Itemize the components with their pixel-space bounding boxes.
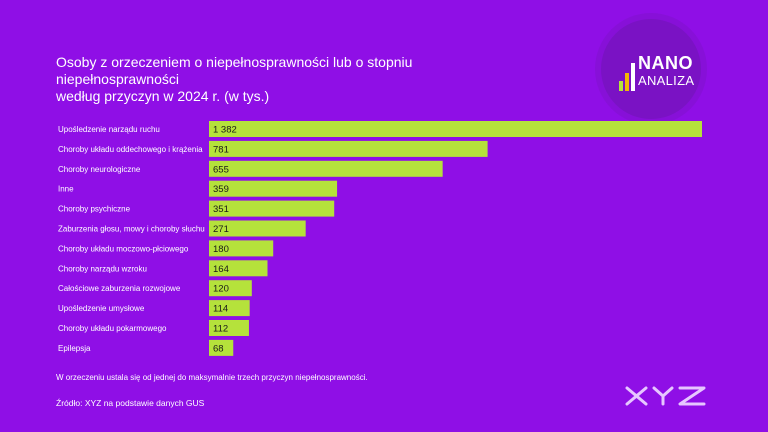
category-label: Zaburzenia głosu, mowy i choroby słuchu xyxy=(58,225,205,234)
value-label: 120 xyxy=(213,284,229,295)
bar xyxy=(209,280,252,297)
value-label: 112 xyxy=(213,324,228,335)
logo-word-analiza: ANALIZA xyxy=(638,73,695,88)
value-label: 68 xyxy=(213,343,224,354)
category-label: Upośledzenie narządu ruchu xyxy=(58,125,160,134)
category-label: Choroby układu moczowo-płciowego xyxy=(58,244,189,253)
chart-title-line-1: Osoby z orzeczeniem o niepełnosprawności… xyxy=(56,54,413,87)
category-label: Upośledzenie umysłowe xyxy=(58,304,145,313)
bar xyxy=(209,220,306,237)
category-label: Choroby psychiczne xyxy=(58,205,131,214)
bar xyxy=(209,180,338,197)
value-label: 359 xyxy=(213,184,229,195)
category-label: Choroby neurologiczne xyxy=(58,165,141,174)
bar xyxy=(209,240,274,257)
value-label: 655 xyxy=(213,164,229,175)
bar xyxy=(209,200,335,217)
category-label: Epilepsja xyxy=(58,344,91,353)
bar xyxy=(209,320,249,336)
bar xyxy=(209,121,702,137)
category-label: Choroby układu pokarmowego xyxy=(58,324,167,333)
category-label: Inne xyxy=(58,185,74,194)
value-label: 164 xyxy=(213,264,229,275)
category-label: Choroby układu oddechowego i krążenia xyxy=(58,145,203,154)
value-label: 271 xyxy=(213,224,229,235)
value-label: 781 xyxy=(213,144,229,155)
bar xyxy=(209,160,443,177)
chart-title: Osoby z orzeczeniem o niepełnosprawności… xyxy=(56,54,526,105)
bar xyxy=(209,260,268,277)
category-label: Choroby narządu wzroku xyxy=(58,264,147,273)
logo-word-nano: NANO xyxy=(638,53,693,73)
chart-footnote: W orzeczeniu ustala się od jednej do mak… xyxy=(56,373,368,382)
value-label: 114 xyxy=(213,304,228,315)
value-label: 351 xyxy=(213,204,229,215)
value-label: 180 xyxy=(213,244,229,255)
bar xyxy=(209,339,234,356)
source-note: Źródło: XYZ na podstawie danych GUS xyxy=(56,398,205,408)
nano-analiza-logo: NANO ANALIZA xyxy=(601,19,701,119)
xyz-logo xyxy=(625,386,706,406)
category-label: Całościowe zaburzenia rozwojowe xyxy=(58,284,181,293)
bar xyxy=(209,140,488,157)
value-label: 1 382 xyxy=(213,125,237,136)
bar xyxy=(209,300,250,317)
bar-chart-icon xyxy=(619,63,635,91)
chart-title-line-2: według przyczyn w 2024 r. (w tys.) xyxy=(56,88,270,104)
